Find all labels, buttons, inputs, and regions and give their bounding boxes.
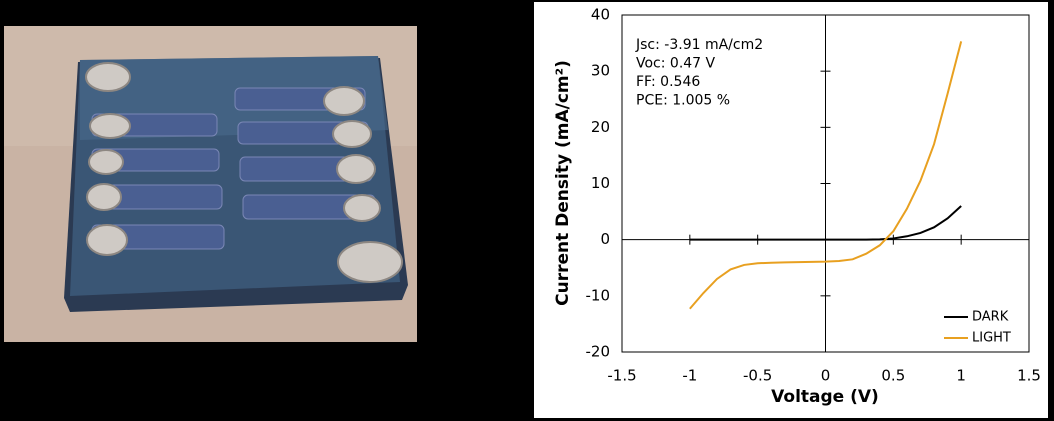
annotation: FF: 0.546 [636,74,700,90]
y-tick-label: 10 [591,174,610,192]
y-tick-label: 40 [591,6,610,24]
chart: Voltage (V) Current Density (mA/cm²) -1.… [553,6,1041,408]
annotation: Voc: 0.47 V [636,56,716,72]
series-line [689,41,963,310]
chart-panel [534,2,1048,418]
y-tick-label: -10 [586,286,611,304]
legend-label: DARK [972,310,1009,325]
x-tick-label: -1.5 [607,367,636,385]
y-tick-label: -20 [586,343,611,361]
x-tick-label: 1 [956,367,966,385]
legend-label: LIGHT [972,331,1011,346]
x-tick-label: -1 [682,367,697,385]
x-tick-label: 0 [821,367,831,385]
annotation: PCE: 1.005 % [636,93,730,109]
x-tick-label: -0.5 [743,367,772,385]
series-line [689,205,962,241]
y-tick-label: 30 [591,62,610,80]
x-axis-title: Voltage (V) [771,387,879,407]
x-tick-label: 0.5 [881,367,905,385]
photo [4,26,417,342]
y-axis-title: Current Density (mA/cm²) [553,60,573,306]
x-tick-label: 1.5 [1017,367,1041,385]
annotation: Jsc: -3.91 mA/cm2 [635,37,763,53]
y-tick-label: 0 [600,230,610,248]
contacts [85,62,403,283]
y-tick-label: 20 [591,118,610,136]
